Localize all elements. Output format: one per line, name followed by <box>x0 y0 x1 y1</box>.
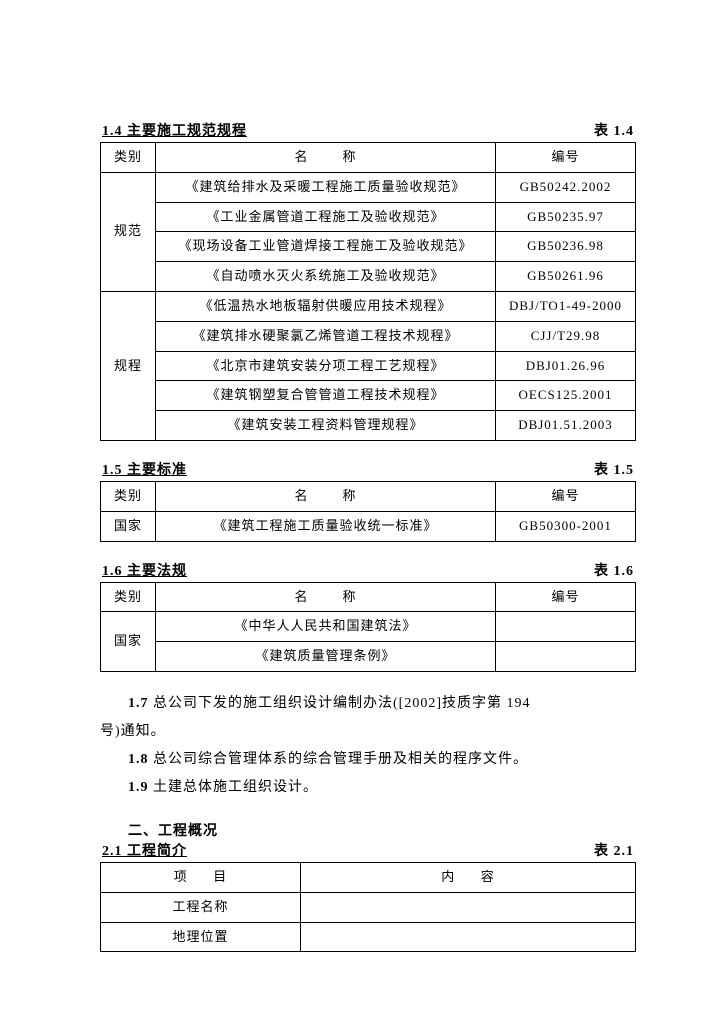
heading-row-21: 2.1 工程简介 表 2.1 <box>100 840 636 860</box>
cell-name: 《建筑工程施工质量验收统一标准》 <box>156 511 496 541</box>
cell-category: 国家 <box>101 511 156 541</box>
cell-code: OECS125.2001 <box>496 381 636 411</box>
table-row: 《现场设备工业管道焊接工程施工及验收规范》 GB50236.98 <box>101 232 636 262</box>
cell-content <box>301 892 636 922</box>
th-content: 内 容 <box>301 862 636 892</box>
heading-row-14: 1.4 主要施工规范规程 表 1.4 <box>100 120 636 140</box>
para-19-text: 土建总体施工组织设计。 <box>149 780 319 795</box>
heading-row-15: 1.5 主要标准 表 1.5 <box>100 459 636 479</box>
th-item: 项 目 <box>101 862 301 892</box>
para-18-num: 1.8 <box>128 752 149 767</box>
table-row: 《建筑钢塑复合管管道工程技术规程》 OECS125.2001 <box>101 381 636 411</box>
table-14: 类别 名 称 编号 规范 《建筑给排水及采暖工程施工质量验收规范》 GB5024… <box>100 142 636 441</box>
table-row: 地理位置 <box>101 922 636 952</box>
th-code: 编号 <box>496 582 636 612</box>
cell-name: 《建筑安装工程资料管理规程》 <box>156 411 496 441</box>
th-code: 编号 <box>496 481 636 511</box>
cell-code: GB50235.97 <box>496 202 636 232</box>
th-name: 名 称 <box>156 481 496 511</box>
heading-row-16: 1.6 主要法规 表 1.6 <box>100 560 636 580</box>
cell-name: 《建筑给排水及采暖工程施工质量验收规范》 <box>156 172 496 202</box>
section-21-tablabel: 表 2.1 <box>594 840 634 860</box>
table-row: 国家 《建筑工程施工质量验收统一标准》 GB50300-2001 <box>101 511 636 541</box>
table-row: 《建筑排水硬聚氯乙烯管道工程技术规程》 CJJ/T29.98 <box>101 321 636 351</box>
cell-code: CJJ/T29.98 <box>496 321 636 351</box>
section-16-title: 1.6 主要法规 <box>102 560 187 580</box>
para-19: 1.9 土建总体施工组织设计。 <box>100 774 636 802</box>
th-code: 编号 <box>496 143 636 173</box>
section-21-title: 2.1 工程简介 <box>102 840 187 860</box>
cell-content <box>301 922 636 952</box>
section-2-head: 二、工程概况 <box>100 820 636 840</box>
cell-name: 《北京市建筑安装分项工程工艺规程》 <box>156 351 496 381</box>
table-header-row: 类别 名 称 编号 <box>101 143 636 173</box>
cell-name: 《低温热水地板辐射供暖应用技术规程》 <box>156 291 496 321</box>
table-15: 类别 名 称 编号 国家 《建筑工程施工质量验收统一标准》 GB50300-20… <box>100 481 636 542</box>
cell-code: GB50300-2001 <box>496 511 636 541</box>
cell-category: 国家 <box>101 612 156 672</box>
para-19-num: 1.9 <box>128 780 149 795</box>
cell-category: 规范 <box>101 172 156 291</box>
table-row: 《自动喷水灭火系统施工及验收规范》 GB50261.96 <box>101 262 636 292</box>
para-17-num: 1.7 <box>128 696 149 711</box>
th-name: 名 称 <box>156 143 496 173</box>
table-16: 类别 名 称 编号 国家 《中华人人民共和国建筑法》 《建筑质量管理条例》 <box>100 582 636 672</box>
cell-name: 《建筑质量管理条例》 <box>156 642 496 672</box>
para-17-text-a: 总公司下发的施工组织设计编制办法([2002]技质字第 194 <box>149 696 531 711</box>
th-name: 名 称 <box>156 582 496 612</box>
cell-name: 《自动喷水灭火系统施工及验收规范》 <box>156 262 496 292</box>
cell-code: DBJ01.26.96 <box>496 351 636 381</box>
para-18-text: 总公司综合管理体系的综合管理手册及相关的程序文件。 <box>149 752 529 767</box>
table-header-row: 项 目 内 容 <box>101 862 636 892</box>
table-header-row: 类别 名 称 编号 <box>101 481 636 511</box>
table-header-row: 类别 名 称 编号 <box>101 582 636 612</box>
section-14-tablabel: 表 1.4 <box>594 120 634 140</box>
table-row: 工程名称 <box>101 892 636 922</box>
cell-code: DBJ/TO1-49-2000 <box>496 291 636 321</box>
cell-code <box>496 642 636 672</box>
table-21: 项 目 内 容 工程名称 地理位置 <box>100 862 636 952</box>
cell-code: DBJ01.51.2003 <box>496 411 636 441</box>
table-row: 规程 《低温热水地板辐射供暖应用技术规程》 DBJ/TO1-49-2000 <box>101 291 636 321</box>
section-14-title: 1.4 主要施工规范规程 <box>102 120 247 140</box>
cell-item: 地理位置 <box>101 922 301 952</box>
cell-name: 《工业金属管道工程施工及验收规范》 <box>156 202 496 232</box>
table-row: 《建筑质量管理条例》 <box>101 642 636 672</box>
cell-name: 《现场设备工业管道焊接工程施工及验收规范》 <box>156 232 496 262</box>
cell-category: 规程 <box>101 291 156 440</box>
cell-name: 《中华人人民共和国建筑法》 <box>156 612 496 642</box>
th-category: 类别 <box>101 481 156 511</box>
cell-name: 《建筑钢塑复合管管道工程技术规程》 <box>156 381 496 411</box>
table-row: 《北京市建筑安装分项工程工艺规程》 DBJ01.26.96 <box>101 351 636 381</box>
th-category: 类别 <box>101 582 156 612</box>
cell-name: 《建筑排水硬聚氯乙烯管道工程技术规程》 <box>156 321 496 351</box>
section-15-tablabel: 表 1.5 <box>594 459 634 479</box>
table-row: 规范 《建筑给排水及采暖工程施工质量验收规范》 GB50242.2002 <box>101 172 636 202</box>
table-row: 国家 《中华人人民共和国建筑法》 <box>101 612 636 642</box>
cell-code: GB50236.98 <box>496 232 636 262</box>
cell-item: 工程名称 <box>101 892 301 922</box>
cell-code <box>496 612 636 642</box>
section-16-tablabel: 表 1.6 <box>594 560 634 580</box>
table-row: 《工业金属管道工程施工及验收规范》 GB50235.97 <box>101 202 636 232</box>
para-18: 1.8 总公司综合管理体系的综合管理手册及相关的程序文件。 <box>100 746 636 774</box>
table-row: 《建筑安装工程资料管理规程》 DBJ01.51.2003 <box>101 411 636 441</box>
th-category: 类别 <box>101 143 156 173</box>
para-17-line1: 1.7 总公司下发的施工组织设计编制办法([2002]技质字第 194 <box>100 690 636 718</box>
cell-code: GB50261.96 <box>496 262 636 292</box>
section-15-title: 1.5 主要标准 <box>102 459 187 479</box>
para-17-line2: 号)通知。 <box>100 718 636 746</box>
document-page: 1.4 主要施工规范规程 表 1.4 类别 名 称 编号 规范 《建筑给排水及采… <box>0 0 726 1030</box>
cell-code: GB50242.2002 <box>496 172 636 202</box>
